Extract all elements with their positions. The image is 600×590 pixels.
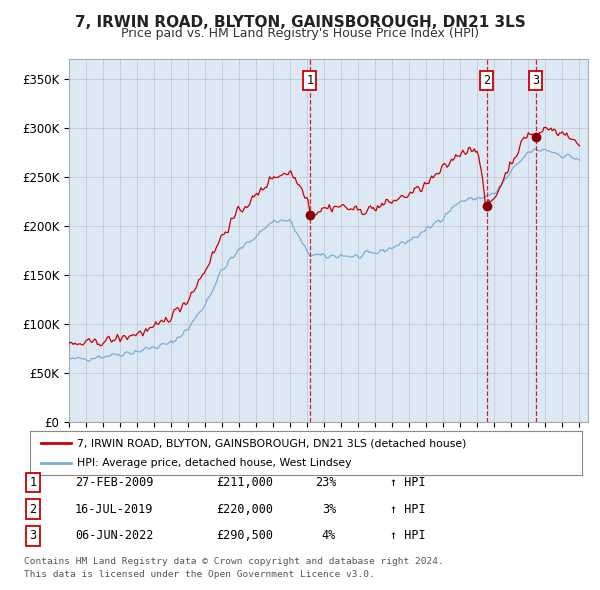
- Text: 4%: 4%: [322, 529, 336, 542]
- Text: £211,000: £211,000: [216, 476, 273, 489]
- Text: ↑ HPI: ↑ HPI: [390, 503, 425, 516]
- Text: 16-JUL-2019: 16-JUL-2019: [75, 503, 154, 516]
- Text: 7, IRWIN ROAD, BLYTON, GAINSBOROUGH, DN21 3LS: 7, IRWIN ROAD, BLYTON, GAINSBOROUGH, DN2…: [74, 15, 526, 30]
- Text: 3: 3: [532, 74, 539, 87]
- Text: £220,000: £220,000: [216, 503, 273, 516]
- Text: HPI: Average price, detached house, West Lindsey: HPI: Average price, detached house, West…: [77, 458, 352, 467]
- Text: 1: 1: [306, 74, 313, 87]
- Text: 23%: 23%: [314, 476, 336, 489]
- Text: 2: 2: [483, 74, 490, 87]
- Text: ↑ HPI: ↑ HPI: [390, 529, 425, 542]
- Text: ↑ HPI: ↑ HPI: [390, 476, 425, 489]
- Text: 3%: 3%: [322, 503, 336, 516]
- Text: Contains HM Land Registry data © Crown copyright and database right 2024.: Contains HM Land Registry data © Crown c…: [24, 558, 444, 566]
- Text: This data is licensed under the Open Government Licence v3.0.: This data is licensed under the Open Gov…: [24, 571, 375, 579]
- Text: 2: 2: [29, 503, 37, 516]
- Text: 06-JUN-2022: 06-JUN-2022: [75, 529, 154, 542]
- Text: 27-FEB-2009: 27-FEB-2009: [75, 476, 154, 489]
- Text: Price paid vs. HM Land Registry's House Price Index (HPI): Price paid vs. HM Land Registry's House …: [121, 27, 479, 40]
- Text: 7, IRWIN ROAD, BLYTON, GAINSBOROUGH, DN21 3LS (detached house): 7, IRWIN ROAD, BLYTON, GAINSBOROUGH, DN2…: [77, 438, 466, 448]
- Text: £290,500: £290,500: [216, 529, 273, 542]
- Text: 3: 3: [29, 529, 37, 542]
- Text: 1: 1: [29, 476, 37, 489]
